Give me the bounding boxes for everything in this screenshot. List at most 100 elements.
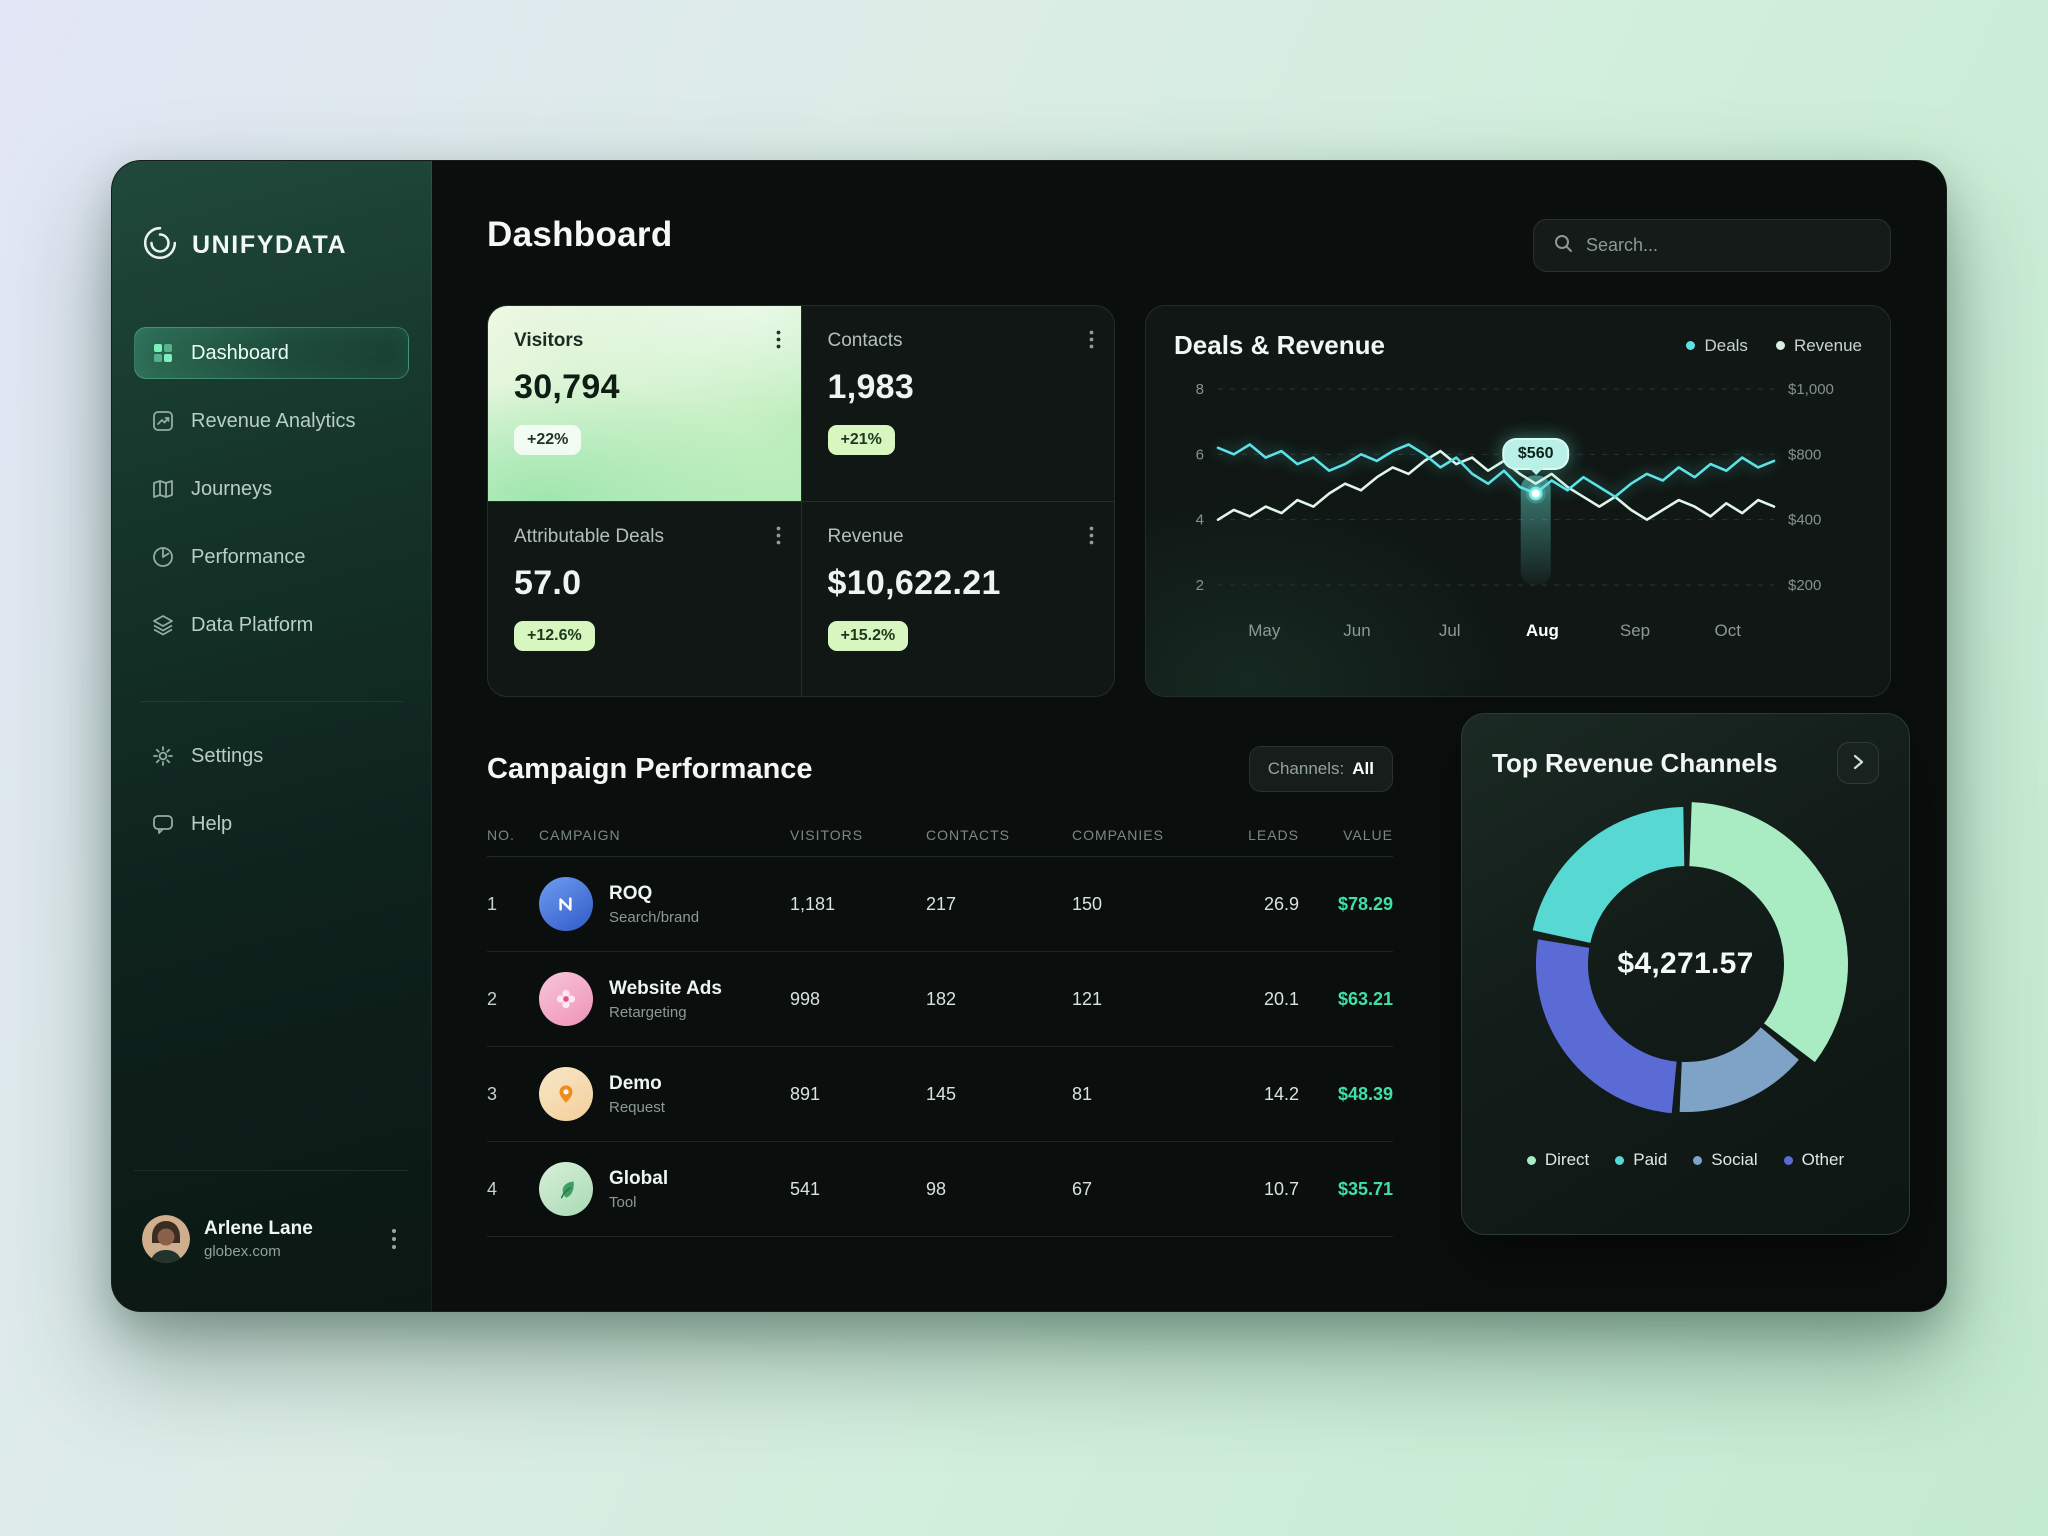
direct-legend-dot (1526, 1155, 1536, 1165)
svg-text:4: 4 (1196, 512, 1204, 529)
row-companies: 67 (1072, 1178, 1093, 1199)
primary-nav: Dashboard Revenue Analytics Journeys (134, 327, 409, 651)
table-row[interactable]: 2 Website Ads Retargeting 998 (487, 952, 1393, 1047)
campaign-cell: ROQ Search/brand (539, 877, 790, 931)
donut-segment-paid (1532, 807, 1684, 943)
x-axis-label: May (1248, 621, 1281, 640)
brand: UNIFYDATA (134, 223, 409, 267)
campaign-pin-icon (539, 1067, 593, 1121)
row-no: 1 (487, 893, 498, 914)
col-campaign: CAMPAIGN (539, 826, 621, 843)
row-contacts: 182 (926, 988, 957, 1009)
search-icon (1552, 232, 1574, 259)
row-leads: 10.7 (1263, 1178, 1299, 1199)
svg-text:$400: $400 (1788, 512, 1821, 529)
campaign-cell: Global Tool (539, 1162, 790, 1216)
stat-label: Revenue (827, 525, 904, 547)
stat-menu-button[interactable] (1085, 522, 1098, 549)
sidebar-item-revenue-analytics[interactable]: Revenue Analytics (134, 395, 409, 447)
svg-text:2: 2 (1196, 577, 1204, 594)
svg-text:$1,000: $1,000 (1788, 381, 1834, 398)
sidebar-item-data-platform[interactable]: Data Platform (134, 599, 409, 651)
sidebar-item-label: Data Platform (191, 613, 314, 636)
x-axis-label: Oct (1714, 621, 1741, 640)
campaign-name: Global (609, 1167, 669, 1189)
legend-item-social: Social (1693, 1150, 1758, 1170)
stat-menu-button[interactable] (772, 326, 785, 353)
table-row[interactable]: 1 ROQ Search/brand 1,181 217 150 26.9 (487, 857, 1393, 952)
deals-revenue-card: Deals & Revenue Deals Revenue 8 $1,000 6 $8… (1145, 305, 1891, 697)
campaign-subtitle: Request (609, 1098, 665, 1116)
sidebar-item-label: Dashboard (191, 341, 289, 364)
legend-item-other: Other (1783, 1150, 1845, 1170)
row-no: 4 (487, 1178, 498, 1199)
campaign-texts: Website Ads Retargeting (609, 978, 722, 1021)
legend-item-paid: Paid (1615, 1150, 1667, 1170)
campaign-subtitle: Retargeting (609, 1003, 687, 1021)
svg-text:6: 6 (1196, 446, 1204, 463)
table-row[interactable]: 4 Global Tool 541 98 67 10 (487, 1142, 1393, 1237)
row-companies: 121 (1072, 988, 1103, 1009)
layers-icon (151, 613, 175, 637)
legend-label: Other (1801, 1150, 1845, 1169)
main-content: Dashboard Visitors 30,794 +22% Contacts (432, 161, 1946, 1311)
row-companies: 150 (1072, 893, 1103, 914)
stat-label: Visitors (514, 330, 584, 351)
sidebar-item-journeys[interactable]: Journeys (134, 463, 409, 515)
stat-value: $10,622.21 (827, 563, 1001, 602)
sidebar-item-dashboard[interactable]: Dashboard (134, 327, 409, 379)
row-visitors: 891 (790, 1083, 821, 1104)
donut-segment-other (1535, 939, 1677, 1114)
row-companies: 81 (1072, 1083, 1093, 1104)
chart-x-labels: May Jun Jul Aug Sep Oct (1218, 621, 1774, 641)
sidebar-item-label: Help (191, 812, 233, 835)
row-visitors: 1,181 (790, 893, 836, 914)
chat-bubble-icon (151, 812, 175, 836)
channels-donut (1532, 802, 1848, 1114)
stat-menu-button[interactable] (772, 522, 785, 549)
top-revenue-channels-card: Top Revenue Channels $4,271.57 Direct (1442, 713, 1910, 1264)
search-input[interactable] (1586, 235, 1872, 256)
row-leads: 20.1 (1263, 988, 1299, 1009)
stat-card-attributable-deals[interactable]: Attributable Deals 57.0 +12.6% (488, 501, 801, 696)
user-divider (134, 1170, 409, 1171)
gauge-icon (151, 545, 175, 569)
campaign-name: Demo (609, 1072, 662, 1094)
user-menu-button[interactable] (387, 1224, 401, 1254)
filter-value: All (1352, 759, 1374, 778)
channels-donut-wrap: $4,271.57 (1516, 794, 1856, 1134)
col-leads: LEADS (1248, 826, 1299, 843)
x-axis-label: Sep (1619, 621, 1651, 640)
stat-delta-badge: +12.6% (514, 620, 595, 651)
stat-card-revenue[interactable]: Revenue $10,622.21 +15.2% (801, 501, 1114, 696)
stat-card-visitors[interactable]: Visitors 30,794 +22% (488, 306, 801, 501)
channels-filter-button[interactable]: Channels: All (1248, 746, 1393, 792)
row-contacts: 217 (926, 893, 957, 914)
row-value: $35.71 (1337, 1178, 1393, 1199)
sidebar-item-settings[interactable]: Settings (134, 730, 409, 782)
search-box (1533, 219, 1891, 272)
table-header-row: NO. CAMPAIGN VISITORS CONTACTS COMPANIES… (487, 813, 1393, 857)
analytics-chart-icon (151, 409, 175, 433)
table-row[interactable]: 3 Demo Request 891 145 81 (487, 1047, 1393, 1142)
sidebar-item-label: Revenue Analytics (191, 409, 356, 432)
stat-menu-button[interactable] (1085, 326, 1098, 353)
channels-legend: Direct Paid Social Other (1492, 1150, 1879, 1170)
campaign-name: ROQ (609, 882, 653, 904)
sidebar-item-help[interactable]: Help (134, 798, 409, 850)
legend-label: Deals (1704, 335, 1748, 355)
svg-text:8: 8 (1196, 381, 1204, 398)
row-leads: 14.2 (1263, 1083, 1299, 1104)
expand-channels-button[interactable] (1837, 742, 1879, 784)
col-no: NO. (487, 826, 515, 843)
svg-text:$800: $800 (1788, 446, 1821, 463)
stat-card-contacts[interactable]: Contacts 1,983 +21% (801, 306, 1114, 501)
social-legend-dot (1693, 1155, 1703, 1165)
sidebar-item-performance[interactable]: Performance (134, 531, 409, 583)
chevron-right-icon (1849, 753, 1867, 774)
map-icon (151, 477, 175, 501)
stat-value: 57.0 (514, 563, 582, 602)
campaign-cell: Website Ads Retargeting (539, 972, 790, 1026)
row-visitors: 541 (790, 1178, 821, 1199)
campaign-name: Website Ads (609, 977, 722, 999)
